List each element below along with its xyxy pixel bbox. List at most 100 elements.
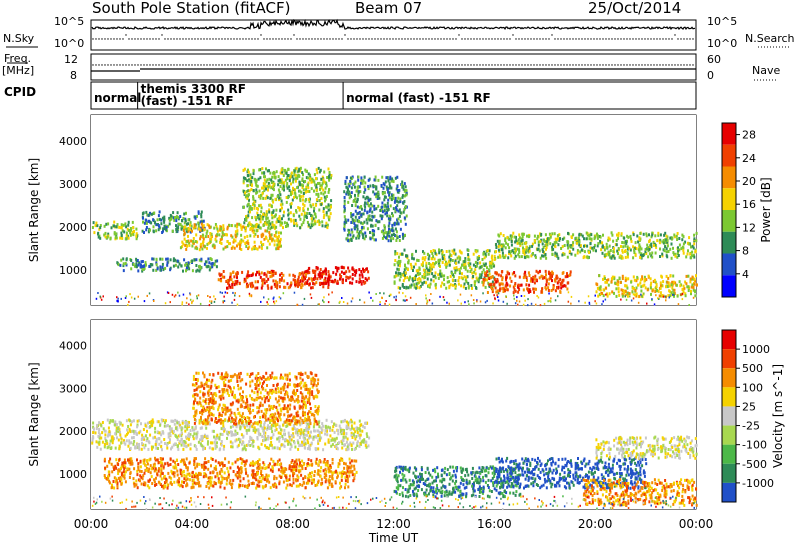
- data-cell: [267, 424, 270, 428]
- data-cell: [454, 271, 457, 275]
- data-cell: [528, 249, 531, 253]
- noise-cell: [651, 298, 653, 301]
- data-cell: [670, 291, 673, 295]
- data-cell: [293, 172, 296, 176]
- data-cell: [583, 250, 586, 254]
- data-cell: [642, 232, 645, 236]
- data-cell: [354, 197, 357, 201]
- data-cell: [332, 280, 335, 284]
- data-cell: [426, 270, 429, 274]
- data-cell: [684, 240, 687, 244]
- data-cell: [165, 424, 168, 428]
- data-cell: [324, 424, 327, 428]
- data-cell: [265, 180, 268, 184]
- data-cell: [199, 442, 202, 446]
- data-cell: [95, 440, 98, 444]
- data-cell: [347, 426, 350, 430]
- data-cell: [641, 275, 644, 279]
- data-cell: [339, 277, 341, 281]
- data-cell: [394, 252, 397, 256]
- data-cell: [637, 240, 640, 244]
- data-cell: [398, 235, 401, 238]
- data-cell: [248, 179, 251, 183]
- data-cell: [152, 257, 155, 261]
- data-cell: [226, 286, 228, 290]
- data-cell: [355, 189, 358, 193]
- data-cell: [427, 284, 430, 288]
- data-cell: [294, 191, 296, 195]
- data-cell: [225, 430, 228, 434]
- colorbar-swatch: [722, 406, 736, 426]
- data-cell: [91, 441, 94, 445]
- data-cell: [231, 235, 234, 239]
- data-cell: [532, 252, 534, 255]
- data-cell: [281, 276, 283, 280]
- data-cell: [196, 247, 199, 251]
- data-cell: [155, 257, 158, 261]
- noise-cell: [293, 291, 296, 294]
- data-cell: [322, 270, 325, 274]
- data-cell: [277, 247, 280, 251]
- data-cell: [358, 211, 361, 214]
- data-cell: [144, 261, 147, 265]
- data-cell: [343, 271, 346, 275]
- data-cell: [239, 239, 242, 243]
- noise-cell: [339, 300, 341, 303]
- data-cell: [253, 234, 256, 238]
- colorbar-tick-label: 4: [742, 268, 749, 281]
- data-cell: [271, 430, 274, 434]
- data-cell: [200, 242, 203, 246]
- data-cell: [358, 273, 361, 277]
- data-cell: [134, 446, 137, 450]
- data-cell: [598, 286, 601, 290]
- data-cell: [314, 277, 317, 280]
- data-cell: [102, 427, 105, 431]
- data-cell: [417, 259, 420, 262]
- data-cell: [214, 259, 217, 263]
- data-cell: [255, 191, 258, 195]
- data-cell: [535, 269, 538, 273]
- noise-cell: [601, 303, 603, 306]
- data-cell: [298, 182, 301, 186]
- data-cell: [361, 226, 364, 229]
- y-tick-label: 4000: [59, 340, 87, 353]
- data-cell: [308, 446, 311, 450]
- data-cell: [390, 197, 393, 201]
- data-cell: [478, 276, 481, 280]
- data-cell: [644, 248, 647, 251]
- data-cell: [415, 269, 418, 273]
- data-cell: [530, 277, 533, 281]
- data-cell: [119, 431, 121, 434]
- data-cell: [217, 436, 220, 440]
- data-cell: [127, 431, 129, 435]
- data-cell: [149, 471, 152, 475]
- data-cell: [313, 173, 316, 177]
- data-cell: [184, 243, 187, 247]
- data-cell: [443, 278, 445, 282]
- colorbar-swatch: [722, 275, 736, 297]
- data-cell: [588, 237, 591, 241]
- data-cell: [113, 467, 116, 471]
- data-cell: [339, 273, 341, 277]
- data-cell: [321, 182, 324, 186]
- data-cell: [186, 227, 189, 231]
- data-cell: [390, 239, 392, 243]
- data-cell: [665, 285, 667, 289]
- data-cell: [467, 258, 470, 261]
- data-cell: [160, 418, 163, 422]
- data-cell: [637, 248, 640, 252]
- data-cell: [678, 243, 681, 247]
- data-cell: [405, 205, 408, 209]
- data-cell: [659, 291, 662, 295]
- data-cell: [275, 230, 278, 234]
- data-cell: [310, 430, 312, 434]
- noise-cell: [625, 294, 627, 297]
- data-cell: [129, 419, 131, 423]
- data-cell: [512, 231, 515, 235]
- data-cell: [151, 257, 154, 261]
- data-cell: [266, 220, 269, 224]
- y-tick-label: 1000: [59, 264, 87, 277]
- colorbar-swatch: [722, 482, 736, 502]
- data-cell: [272, 273, 275, 277]
- data-cell: [244, 229, 247, 233]
